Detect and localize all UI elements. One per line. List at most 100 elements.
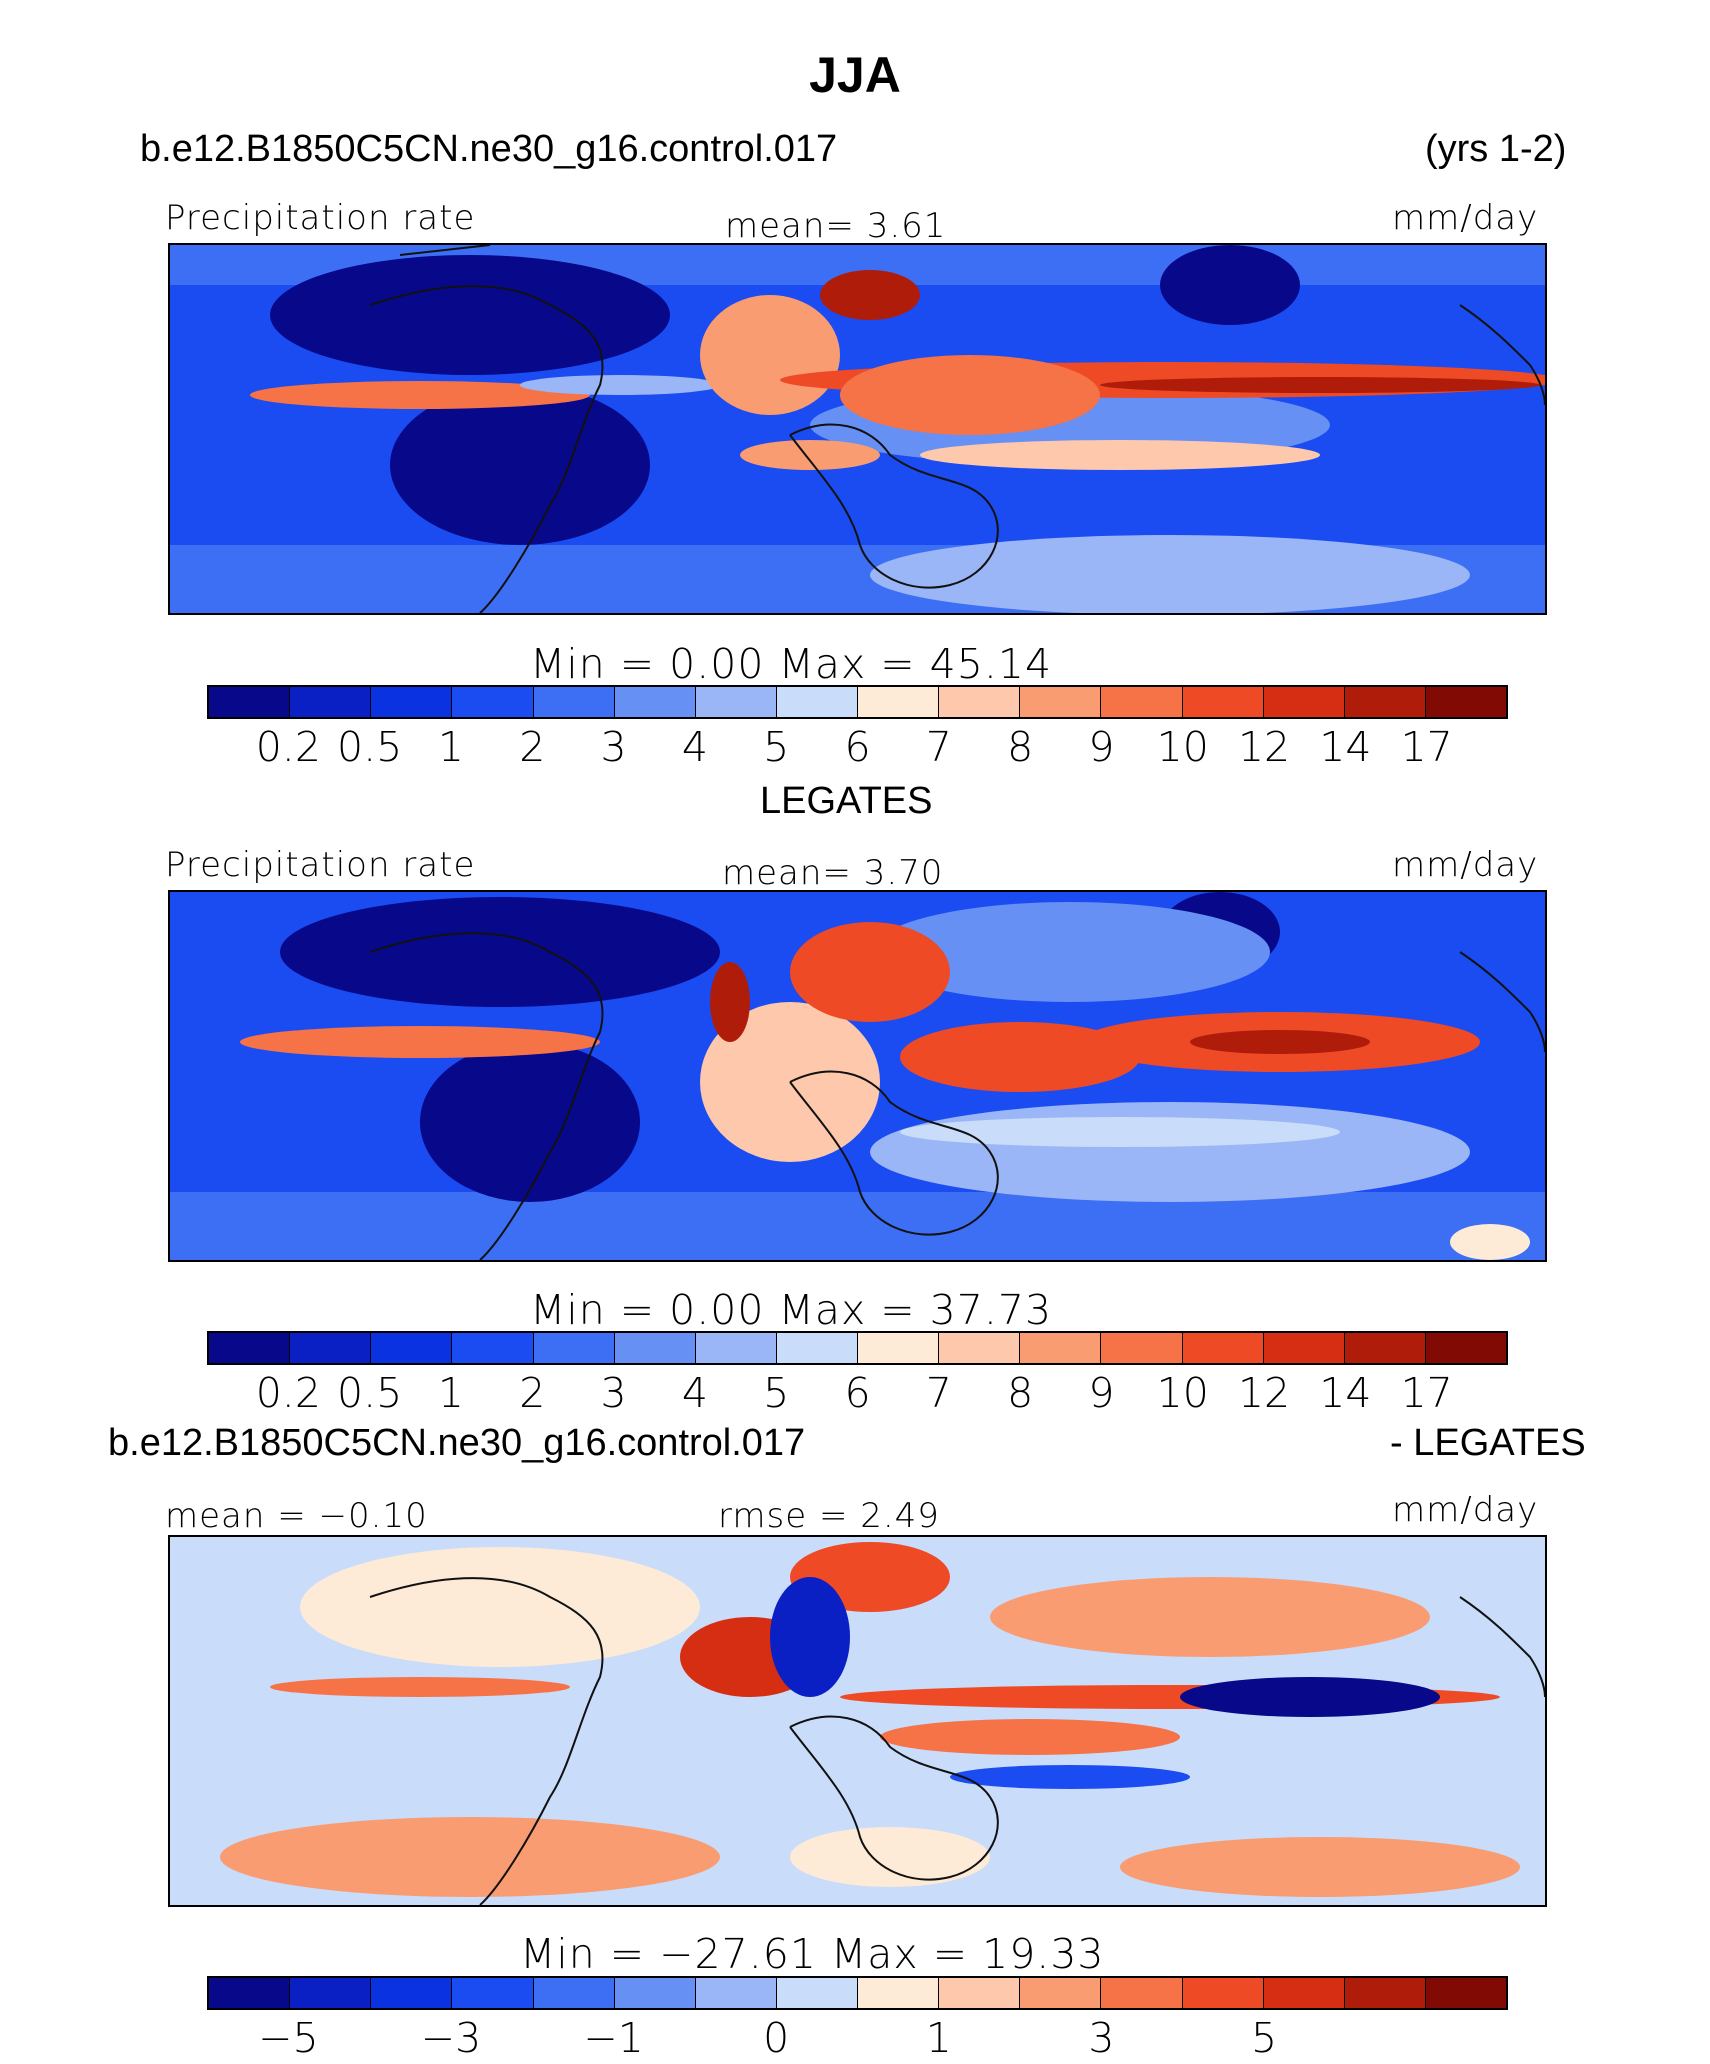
panel1-colorbar [207, 685, 1508, 719]
colorbar-swatch [776, 1333, 858, 1363]
colorbar-swatch [939, 1978, 1021, 2008]
colorbar-swatch [1263, 1333, 1345, 1363]
colorbar-swatch [1344, 1978, 1426, 2008]
colorbar-tick-label: 17 [1400, 1369, 1453, 1417]
colorbar-swatch [290, 1333, 372, 1363]
colorbar-swatch [858, 1333, 940, 1363]
colorbar-tick-label: 10 [1156, 723, 1209, 771]
colorbar-swatch [1020, 1333, 1102, 1363]
colorbar-swatch [452, 1333, 534, 1363]
colorbar-tick-label: 5 [1251, 2014, 1278, 2062]
colorbar-tick-label: 12 [1237, 1369, 1291, 1417]
colorbar-swatch [858, 687, 940, 717]
colorbar-swatch [695, 687, 777, 717]
colorbar-swatch [209, 687, 291, 717]
colorbar-tick-label: 2 [519, 723, 546, 771]
panel1-map [168, 243, 1547, 615]
colorbar-swatch [858, 1978, 940, 2008]
colorbar-tick-label: 7 [925, 723, 952, 771]
panel3-units: mm/day [1392, 1490, 1539, 1530]
panel3-map-canvas [170, 1537, 1545, 1905]
colorbar-swatch [371, 1333, 453, 1363]
colorbar-tick-label: 5 [763, 1369, 790, 1417]
colorbar-swatch [1101, 1978, 1183, 2008]
panel3-colorbar [207, 1976, 1508, 2010]
colorbar-swatch [614, 1978, 696, 2008]
colorbar-tick-label: 6 [844, 723, 871, 771]
colorbar-swatch [452, 687, 534, 717]
panel3-min-max: Min = −27.61 Max = 19.33 [520, 1930, 1105, 1978]
colorbar-swatch [695, 1978, 777, 2008]
colorbar-tick-label: 9 [1088, 1369, 1115, 1417]
panel1-min-max: Min = 0.00 Max = 45.14 [530, 640, 1053, 688]
panel3-rmse-label: rmse = 2.49 [718, 1496, 940, 1536]
colorbar-tick-label: 6 [844, 1369, 871, 1417]
panel2-map-canvas [170, 892, 1545, 1260]
figure-title: JJA [809, 47, 901, 103]
colorbar-swatch [614, 687, 696, 717]
colorbar-swatch [1182, 1978, 1264, 2008]
panel1-map-canvas [170, 245, 1545, 613]
colorbar-tick-label: 4 [681, 1369, 708, 1417]
colorbar-swatch [1101, 1333, 1183, 1363]
panel2-units: mm/day [1392, 845, 1539, 885]
colorbar-tick-label: 3 [600, 1369, 627, 1417]
colorbar-swatch [1020, 687, 1102, 717]
colorbar-swatch [533, 1978, 615, 2008]
colorbar-tick-label: 1 [437, 1369, 464, 1417]
colorbar-swatch [209, 1333, 291, 1363]
colorbar-swatch [1425, 1333, 1506, 1363]
panel3-map [168, 1535, 1547, 1907]
colorbar-tick-label: 10 [1156, 1369, 1209, 1417]
colorbar-swatch [1182, 687, 1264, 717]
colorbar-swatch [371, 1978, 453, 2008]
colorbar-swatch [939, 1333, 1021, 1363]
colorbar-tick-label: 0.2 [255, 1369, 321, 1417]
panel1-mean-label: mean= 3.61 [725, 206, 947, 246]
colorbar-tick-label: 0 [763, 2014, 790, 2062]
colorbar-tick-label: 0.5 [337, 723, 403, 771]
panel2-min-max: Min = 0.00 Max = 37.73 [530, 1286, 1053, 1334]
colorbar-swatch [1020, 1978, 1102, 2008]
colorbar-tick-label: 8 [1007, 1369, 1034, 1417]
colorbar-tick-label: 3 [600, 723, 627, 771]
panel1-units: mm/day [1392, 198, 1539, 238]
panel2-mean-label: mean= 3.70 [722, 853, 944, 893]
colorbar-swatch [939, 687, 1021, 717]
colorbar-swatch [1101, 687, 1183, 717]
colorbar-tick-label: 17 [1400, 723, 1453, 771]
colorbar-swatch [695, 1333, 777, 1363]
colorbar-swatch [614, 1333, 696, 1363]
colorbar-tick-label: 2 [519, 1369, 546, 1417]
colorbar-tick-label: 5 [763, 723, 790, 771]
colorbar-swatch [1425, 687, 1506, 717]
colorbar-swatch [209, 1978, 291, 2008]
colorbar-swatch [776, 1978, 858, 2008]
colorbar-tick-label: 1 [437, 723, 464, 771]
panel1-years: (yrs 1-2) [1425, 128, 1567, 170]
colorbar-tick-label: −5 [258, 2014, 319, 2062]
panel3-mean-label: mean = −0.10 [165, 1496, 428, 1536]
colorbar-tick-label: −1 [583, 2014, 644, 2062]
colorbar-swatch [1344, 687, 1426, 717]
colorbar-tick-label: 7 [925, 1369, 952, 1417]
colorbar-swatch [1425, 1978, 1506, 2008]
colorbar-swatch [371, 687, 453, 717]
panel2-colorbar [207, 1331, 1508, 1365]
panel2-variable-label: Precipitation rate [165, 845, 476, 885]
panel2-map [168, 890, 1547, 1262]
panel1-case-title: b.e12.B1850C5CN.ne30_g16.control.017 [140, 128, 838, 170]
colorbar-swatch [533, 1333, 615, 1363]
colorbar-tick-label: 3 [1088, 2014, 1115, 2062]
colorbar-tick-label: 1 [925, 2014, 952, 2062]
colorbar-tick-label: 0.5 [337, 1369, 403, 1417]
panel3-case-title: b.e12.B1850C5CN.ne30_g16.control.017 [108, 1422, 806, 1464]
colorbar-swatch [776, 687, 858, 717]
colorbar-tick-label: 14 [1319, 1369, 1372, 1417]
colorbar-swatch [452, 1978, 534, 2008]
colorbar-tick-label: 14 [1319, 723, 1372, 771]
colorbar-swatch [290, 687, 372, 717]
colorbar-tick-label: −3 [420, 2014, 482, 2062]
colorbar-tick-label: 4 [681, 723, 708, 771]
colorbar-swatch [1263, 687, 1345, 717]
